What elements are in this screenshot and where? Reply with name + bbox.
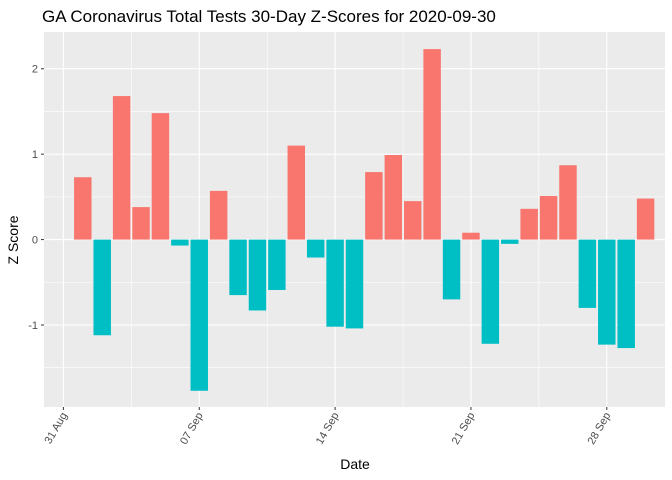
y-tick-label: -1 — [28, 320, 38, 332]
bar — [248, 239, 267, 311]
chart-title: GA Coronavirus Total Tests 30-Day Z-Scor… — [42, 7, 496, 26]
bar — [112, 96, 131, 240]
bars — [74, 49, 655, 391]
bar — [287, 145, 306, 240]
x-tick-label: 14 Sep — [314, 411, 342, 447]
bar — [171, 239, 189, 246]
bar — [617, 239, 635, 349]
bar — [520, 208, 538, 240]
bar — [384, 155, 403, 240]
y-tick-label: 2 — [32, 64, 38, 76]
bar — [462, 232, 480, 240]
bar — [268, 239, 286, 290]
bar — [132, 207, 150, 240]
bar — [636, 198, 655, 240]
bar — [345, 239, 364, 329]
x-tick-label: 28 Sep — [586, 411, 614, 447]
bar — [151, 113, 170, 240]
bar — [74, 177, 92, 240]
y-tick-label: 0 — [32, 235, 38, 247]
x-tick-label: 21 Sep — [450, 411, 478, 447]
x-tick-label: 31 Aug — [42, 411, 70, 447]
y-axis-title: Z Score — [5, 215, 21, 264]
bar — [598, 239, 616, 345]
bar — [403, 201, 422, 240]
y-tick-label: 1 — [32, 149, 38, 161]
bar — [559, 165, 577, 240]
x-tick-label: 07 Sep — [178, 411, 206, 447]
x-axis-title: Date — [340, 456, 370, 472]
bar — [501, 239, 519, 244]
bar — [442, 239, 461, 300]
bar — [229, 239, 247, 296]
bar — [93, 239, 111, 336]
bar — [306, 239, 325, 258]
bar — [209, 190, 228, 240]
bar — [190, 239, 208, 391]
bar — [481, 239, 500, 344]
bar — [539, 196, 558, 240]
bar — [365, 172, 383, 240]
bar — [578, 239, 597, 308]
bar — [423, 49, 441, 240]
bar — [326, 239, 344, 327]
